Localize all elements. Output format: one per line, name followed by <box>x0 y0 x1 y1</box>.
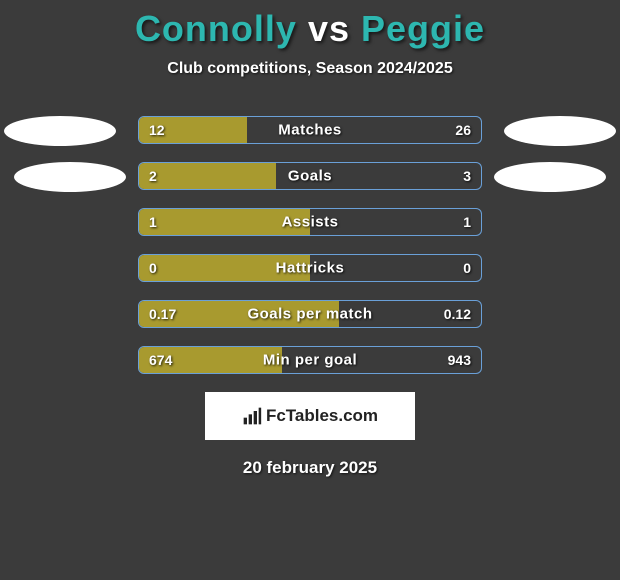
bar-label: Goals <box>139 168 481 185</box>
bar-row: 12Matches26 <box>138 116 482 144</box>
bar-value-right: 3 <box>463 168 471 184</box>
bar-label: Goals per match <box>139 306 481 323</box>
bar-row: 674Min per goal943 <box>138 346 482 374</box>
bar-value-right: 943 <box>448 352 471 368</box>
player1-badge-bottom <box>14 162 126 192</box>
logo: FcTables.com <box>242 406 378 426</box>
title-player1: Connolly <box>135 8 297 49</box>
bars-chart-icon <box>242 406 262 426</box>
comparison-bars: 12Matches26 2Goals3 1Assists1 0Hattricks0 0.… <box>138 116 482 374</box>
bar-label: Assists <box>139 214 481 231</box>
content-area: 12Matches26 2Goals3 1Assists1 0Hattricks0 0.… <box>0 116 620 478</box>
bar-label: Min per goal <box>139 352 481 369</box>
bar-value-right: 0.12 <box>444 306 471 322</box>
bar-row: 1Assists1 <box>138 208 482 236</box>
logo-box: FcTables.com <box>205 392 415 440</box>
player2-badge-bottom <box>494 162 606 192</box>
bar-value-right: 1 <box>463 214 471 230</box>
bar-row: 2Goals3 <box>138 162 482 190</box>
bar-label: Matches <box>139 122 481 139</box>
bar-label: Hattricks <box>139 260 481 277</box>
bar-value-right: 0 <box>463 260 471 276</box>
subtitle: Club competitions, Season 2024/2025 <box>0 60 620 78</box>
date-label: 20 february 2025 <box>0 458 620 478</box>
title-player2: Peggie <box>361 8 485 49</box>
player1-badge-top <box>4 116 116 146</box>
page-title: Connolly vs Peggie <box>0 0 620 50</box>
bar-value-right: 26 <box>455 122 471 138</box>
bar-row: 0.17Goals per match0.12 <box>138 300 482 328</box>
player2-badge-top <box>504 116 616 146</box>
title-vs: vs <box>308 8 350 49</box>
bar-row: 0Hattricks0 <box>138 254 482 282</box>
logo-text: FcTables.com <box>266 406 378 426</box>
